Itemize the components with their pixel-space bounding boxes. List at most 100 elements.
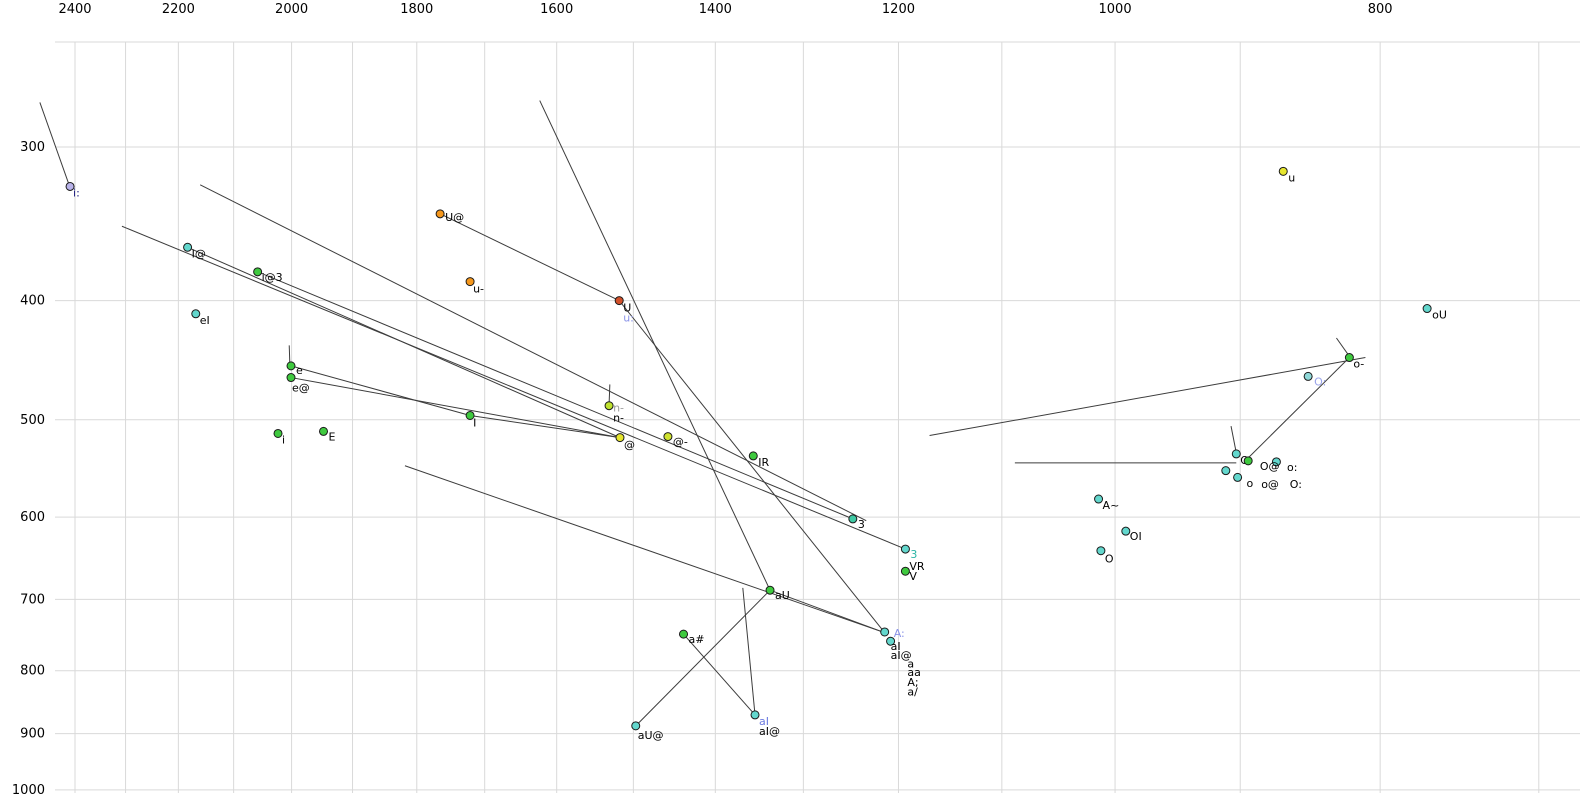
data-point-unlabeled	[1243, 456, 1253, 466]
data-point-OI	[1121, 526, 1131, 536]
data-point-@	[615, 433, 625, 443]
chart-extra-label: O@	[1260, 460, 1280, 473]
y-tick-label: 600	[20, 510, 45, 525]
point-label: oU	[1432, 309, 1447, 322]
point-label: n-	[613, 402, 624, 415]
point-label: OI	[1130, 530, 1142, 543]
trajectory-line	[404, 465, 885, 634]
chart-extra-label: o@	[1261, 478, 1279, 491]
data-point-o-	[1344, 353, 1354, 363]
data-point-aU	[765, 585, 775, 595]
chart-extra-label: aI	[891, 640, 901, 653]
point-label: aU@	[638, 729, 664, 742]
point-label: @	[624, 439, 635, 452]
trajectory-line	[187, 246, 621, 439]
data-point-i:	[65, 181, 75, 191]
x-tick-label: 1000	[1099, 2, 1132, 17]
data-point-unlabeled	[886, 636, 896, 646]
point-label: E	[329, 430, 336, 443]
trajectory-line	[618, 300, 886, 634]
point-label: U	[623, 302, 631, 315]
data-point-unlabeled	[1221, 466, 1231, 476]
point-label: VR	[909, 560, 925, 573]
chart-extra-label: O:	[1290, 478, 1302, 491]
x-tick-label: 2200	[162, 2, 195, 17]
data-point-A:	[880, 627, 890, 637]
data-point-aU@	[631, 721, 641, 731]
data-point-I@	[183, 242, 193, 252]
trajectory-line	[199, 184, 867, 522]
trajectory-line	[635, 589, 771, 727]
data-point-n-	[604, 401, 614, 411]
trajectory-line	[439, 213, 620, 302]
point-label: 3	[910, 548, 917, 561]
data-point-unlabeled	[1271, 457, 1281, 467]
point-label: A~	[1103, 499, 1120, 512]
data-point-O	[1096, 546, 1106, 556]
data-point-3	[900, 544, 910, 554]
point-label: V	[909, 570, 917, 583]
data-point-unlabeled	[1233, 472, 1243, 482]
data-point-I	[465, 410, 475, 420]
y-tick-label: 300	[20, 140, 45, 155]
point-label: i:	[73, 186, 80, 199]
data-point-aI	[750, 710, 760, 720]
point-label: U@	[445, 211, 464, 224]
point-label: IR	[758, 456, 769, 469]
trajectory-line	[1336, 337, 1350, 357]
point-label: O	[1105, 553, 1114, 566]
chart-extra-label: o:	[1287, 461, 1297, 474]
point-label: aI@	[759, 725, 780, 738]
trajectory-line	[257, 271, 854, 520]
point-label: e	[296, 364, 303, 377]
point-label: u:	[623, 312, 634, 325]
data-point-E	[319, 426, 329, 436]
y-tick-label: 900	[20, 727, 45, 742]
point-label: I	[473, 416, 476, 429]
point-label: u	[1288, 171, 1295, 184]
trajectory-line	[1243, 357, 1350, 463]
data-point-i@3	[253, 267, 263, 277]
data-point-A~	[1094, 494, 1104, 504]
y-tick-label: 800	[20, 664, 45, 679]
chart-extra-label: aI@	[891, 649, 912, 662]
data-point-e@	[286, 373, 296, 383]
point-label: A:	[894, 627, 905, 640]
data-point-3	[848, 514, 858, 524]
x-tick-label: 2400	[58, 2, 91, 17]
point-label: i@3	[262, 271, 283, 284]
data-point-oU	[1422, 304, 1432, 314]
chart-extra-label: A;	[907, 676, 918, 689]
point-label: n-	[613, 412, 624, 425]
trajectory-line	[288, 345, 291, 364]
point-label: 3	[858, 518, 865, 531]
data-point-@-	[663, 432, 673, 442]
trajectory-line	[121, 225, 906, 550]
x-tick-label: 1200	[882, 2, 915, 17]
x-tick-label: 1400	[699, 2, 732, 17]
y-tick-label: 400	[20, 294, 45, 309]
trajectory-line	[769, 589, 885, 634]
x-tick-label: 2000	[275, 2, 308, 17]
y-tick-label: 500	[20, 413, 45, 428]
trajectory-line	[742, 587, 756, 715]
point-label: aI	[759, 715, 769, 728]
point-label: o-	[1353, 358, 1364, 371]
x-tick-label: 800	[1368, 2, 1393, 17]
trajectory-line	[683, 633, 756, 716]
data-point-U	[614, 296, 624, 306]
data-point-u	[1278, 166, 1288, 176]
chart-extra-label: a/	[907, 686, 918, 699]
data-point-e	[286, 361, 296, 371]
chart-extra-label: o	[1247, 477, 1254, 490]
point-label: O:	[1314, 375, 1326, 388]
x-tick-label: 1800	[400, 2, 433, 17]
chart-extra-label: aa	[907, 666, 920, 679]
trajectory-line	[929, 357, 1366, 437]
point-label: I@	[192, 247, 206, 260]
x-tick-label: 1600	[540, 2, 573, 17]
data-point-eI	[191, 309, 201, 319]
point-label: aU	[775, 589, 790, 602]
point-label: u-	[473, 283, 484, 296]
